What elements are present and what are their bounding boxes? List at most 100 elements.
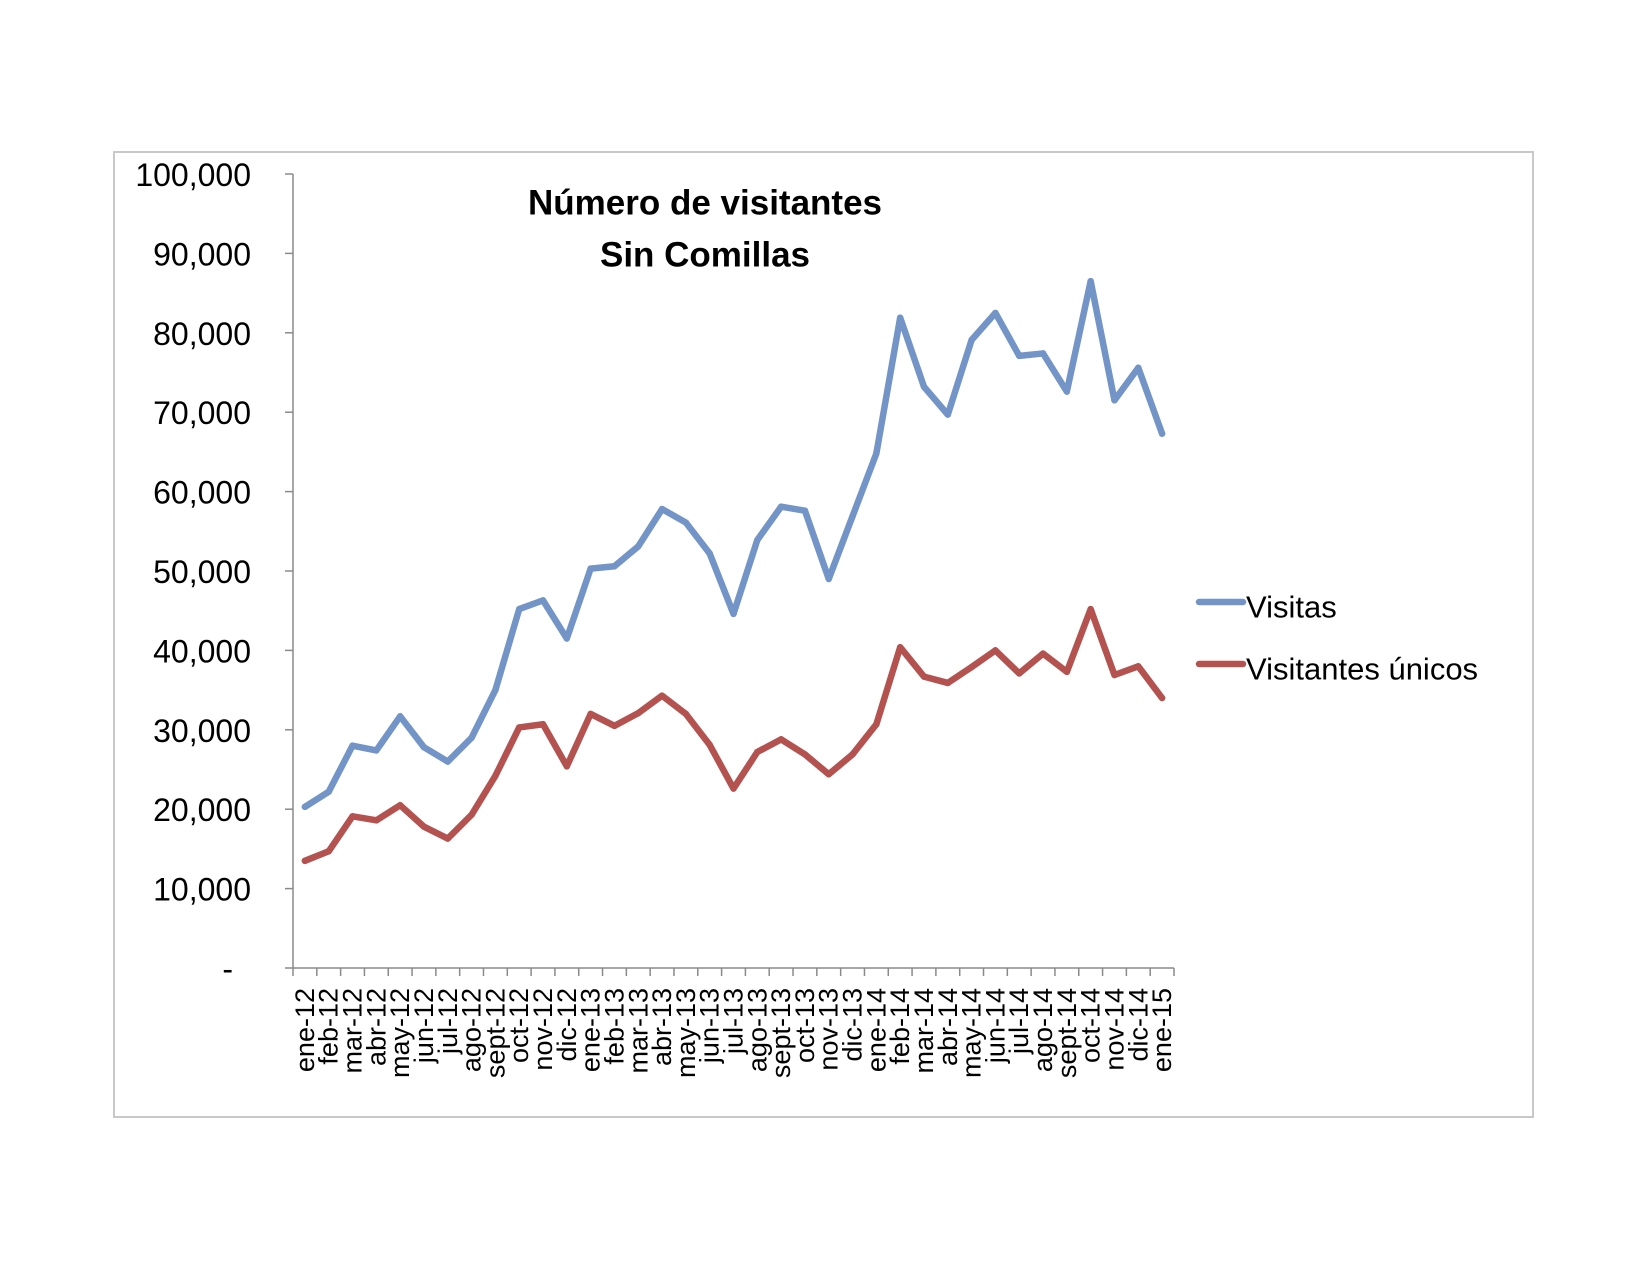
data-point-visitas xyxy=(373,747,380,754)
data-point-visitas xyxy=(396,713,404,720)
data-point-visitantes-unicos xyxy=(658,692,666,699)
data-point-visitas xyxy=(301,803,309,811)
data-point-visitantes-unicos xyxy=(968,663,975,671)
data-point-visitantes-unicos xyxy=(1016,670,1023,677)
data-point-visitas xyxy=(587,565,594,572)
x-tick-label: ene-12 xyxy=(290,988,320,1072)
x-tick-label: may-14 xyxy=(957,988,987,1078)
x-tick-label: ene-15 xyxy=(1147,988,1177,1072)
data-point-visitas xyxy=(563,635,571,642)
data-point-visitas xyxy=(1039,350,1047,357)
x-tick-label: ago-12 xyxy=(457,988,487,1072)
data-point-visitas xyxy=(968,336,975,344)
x-tick-label: nov-12 xyxy=(528,988,558,1071)
data-point-visitantes-unicos xyxy=(373,817,380,824)
y-tick-label: 70,000 xyxy=(153,395,251,431)
data-point-visitas xyxy=(1111,397,1118,404)
data-point-visitas xyxy=(944,411,951,418)
data-point-visitas xyxy=(658,505,666,513)
data-point-visitas xyxy=(420,744,428,751)
data-point-visitantes-unicos xyxy=(873,721,880,728)
data-point-visitas xyxy=(1135,364,1142,371)
data-point-visitas xyxy=(754,536,761,544)
x-tick-label: oct-13 xyxy=(790,988,820,1063)
data-point-visitas xyxy=(349,742,356,749)
data-point-visitas xyxy=(611,563,618,570)
x-tick-label: nov-13 xyxy=(814,988,844,1071)
data-point-visitas xyxy=(825,575,832,583)
x-tick-label: sept-14 xyxy=(1052,988,1082,1078)
x-tick-label: jul-14 xyxy=(1004,988,1034,1055)
data-point-visitantes-unicos xyxy=(730,785,737,792)
data-point-visitas xyxy=(539,597,547,604)
y-tick-label: 90,000 xyxy=(153,236,251,272)
x-tick-label: ago-14 xyxy=(1028,988,1058,1072)
data-point-visitantes-unicos xyxy=(1158,694,1166,702)
data-point-visitantes-unicos xyxy=(825,771,832,778)
data-point-visitas xyxy=(706,550,713,557)
data-point-visitantes-unicos xyxy=(325,848,332,855)
x-tick-label: ene-13 xyxy=(576,988,606,1072)
x-tick-label: jul-12 xyxy=(433,988,463,1055)
data-point-visitas xyxy=(896,314,904,321)
data-point-visitantes-unicos xyxy=(1039,650,1047,657)
legend-label-visitantes-unicos: Visitantes únicos xyxy=(1246,652,1478,687)
x-tick-label: ago-13 xyxy=(742,988,772,1072)
data-point-visitantes-unicos xyxy=(754,748,761,756)
data-point-visitantes-unicos xyxy=(1135,663,1142,670)
y-tick-label: 50,000 xyxy=(153,554,251,590)
x-tick-label: dic-13 xyxy=(838,988,868,1062)
data-point-visitantes-unicos xyxy=(992,647,999,654)
x-tick-label: may-13 xyxy=(671,988,701,1078)
data-point-visitantes-unicos xyxy=(1063,668,1071,676)
data-point-visitantes-unicos xyxy=(492,772,499,780)
x-tick-label: sept-12 xyxy=(480,988,510,1078)
data-point-visitas xyxy=(873,450,880,457)
chart-title-line-1: Número de visitantes xyxy=(528,184,882,223)
data-point-visitas xyxy=(325,788,332,795)
data-point-visitantes-unicos xyxy=(849,751,856,758)
data-point-visitantes-unicos xyxy=(563,763,571,770)
x-tick-label: ene-14 xyxy=(861,988,891,1072)
data-point-visitas xyxy=(1016,352,1023,360)
data-point-visitantes-unicos xyxy=(682,710,690,718)
legend-label-visitas: Visitas xyxy=(1246,590,1337,625)
data-point-visitas xyxy=(468,734,475,741)
axes: - 10,000 20,000 30,000 40,000 50,000 60,000 70,… xyxy=(135,157,1177,1078)
data-point-visitas xyxy=(444,758,451,765)
x-tick-label: feb-12 xyxy=(314,988,344,1065)
x-tick-label: may-12 xyxy=(385,988,415,1078)
y-tick-label: 20,000 xyxy=(153,792,251,828)
y-tick-label: 100,000 xyxy=(135,157,251,193)
data-point-visitantes-unicos xyxy=(444,835,451,842)
chart-frame xyxy=(113,151,1534,1118)
data-point-visitas xyxy=(920,383,928,390)
x-tick-label: jul-13 xyxy=(719,988,749,1055)
data-point-visitas xyxy=(1158,430,1166,437)
x-tick-label: dic-14 xyxy=(1123,988,1153,1062)
data-point-visitantes-unicos xyxy=(801,751,809,758)
x-tick-label: jun-13 xyxy=(695,988,725,1064)
data-point-visitas xyxy=(777,503,785,510)
y-tick-label: 80,000 xyxy=(153,316,251,352)
data-point-visitas xyxy=(682,519,690,526)
y-tick-label: 40,000 xyxy=(153,633,251,669)
series-lines xyxy=(301,277,1166,865)
data-point-visitantes-unicos xyxy=(896,644,904,651)
x-tick-label: mar-13 xyxy=(623,988,653,1074)
x-tick-label: jun-12 xyxy=(409,988,439,1064)
x-tick-label: abr-12 xyxy=(361,988,391,1066)
data-point-visitas xyxy=(730,610,737,618)
data-point-visitantes-unicos xyxy=(420,823,428,830)
x-tick-label: oct-14 xyxy=(1076,988,1106,1063)
data-point-visitantes-unicos xyxy=(396,802,404,809)
data-point-visitantes-unicos xyxy=(539,721,547,728)
data-point-visitantes-unicos xyxy=(587,710,594,718)
data-point-visitantes-unicos xyxy=(777,736,785,743)
data-point-visitantes-unicos xyxy=(944,679,951,687)
y-tick-label: - xyxy=(222,951,233,987)
x-tick-label: nov-14 xyxy=(1099,988,1129,1071)
x-tick-label: feb-13 xyxy=(599,988,629,1065)
data-point-visitantes-unicos xyxy=(301,857,309,865)
data-point-visitas xyxy=(1063,388,1071,395)
